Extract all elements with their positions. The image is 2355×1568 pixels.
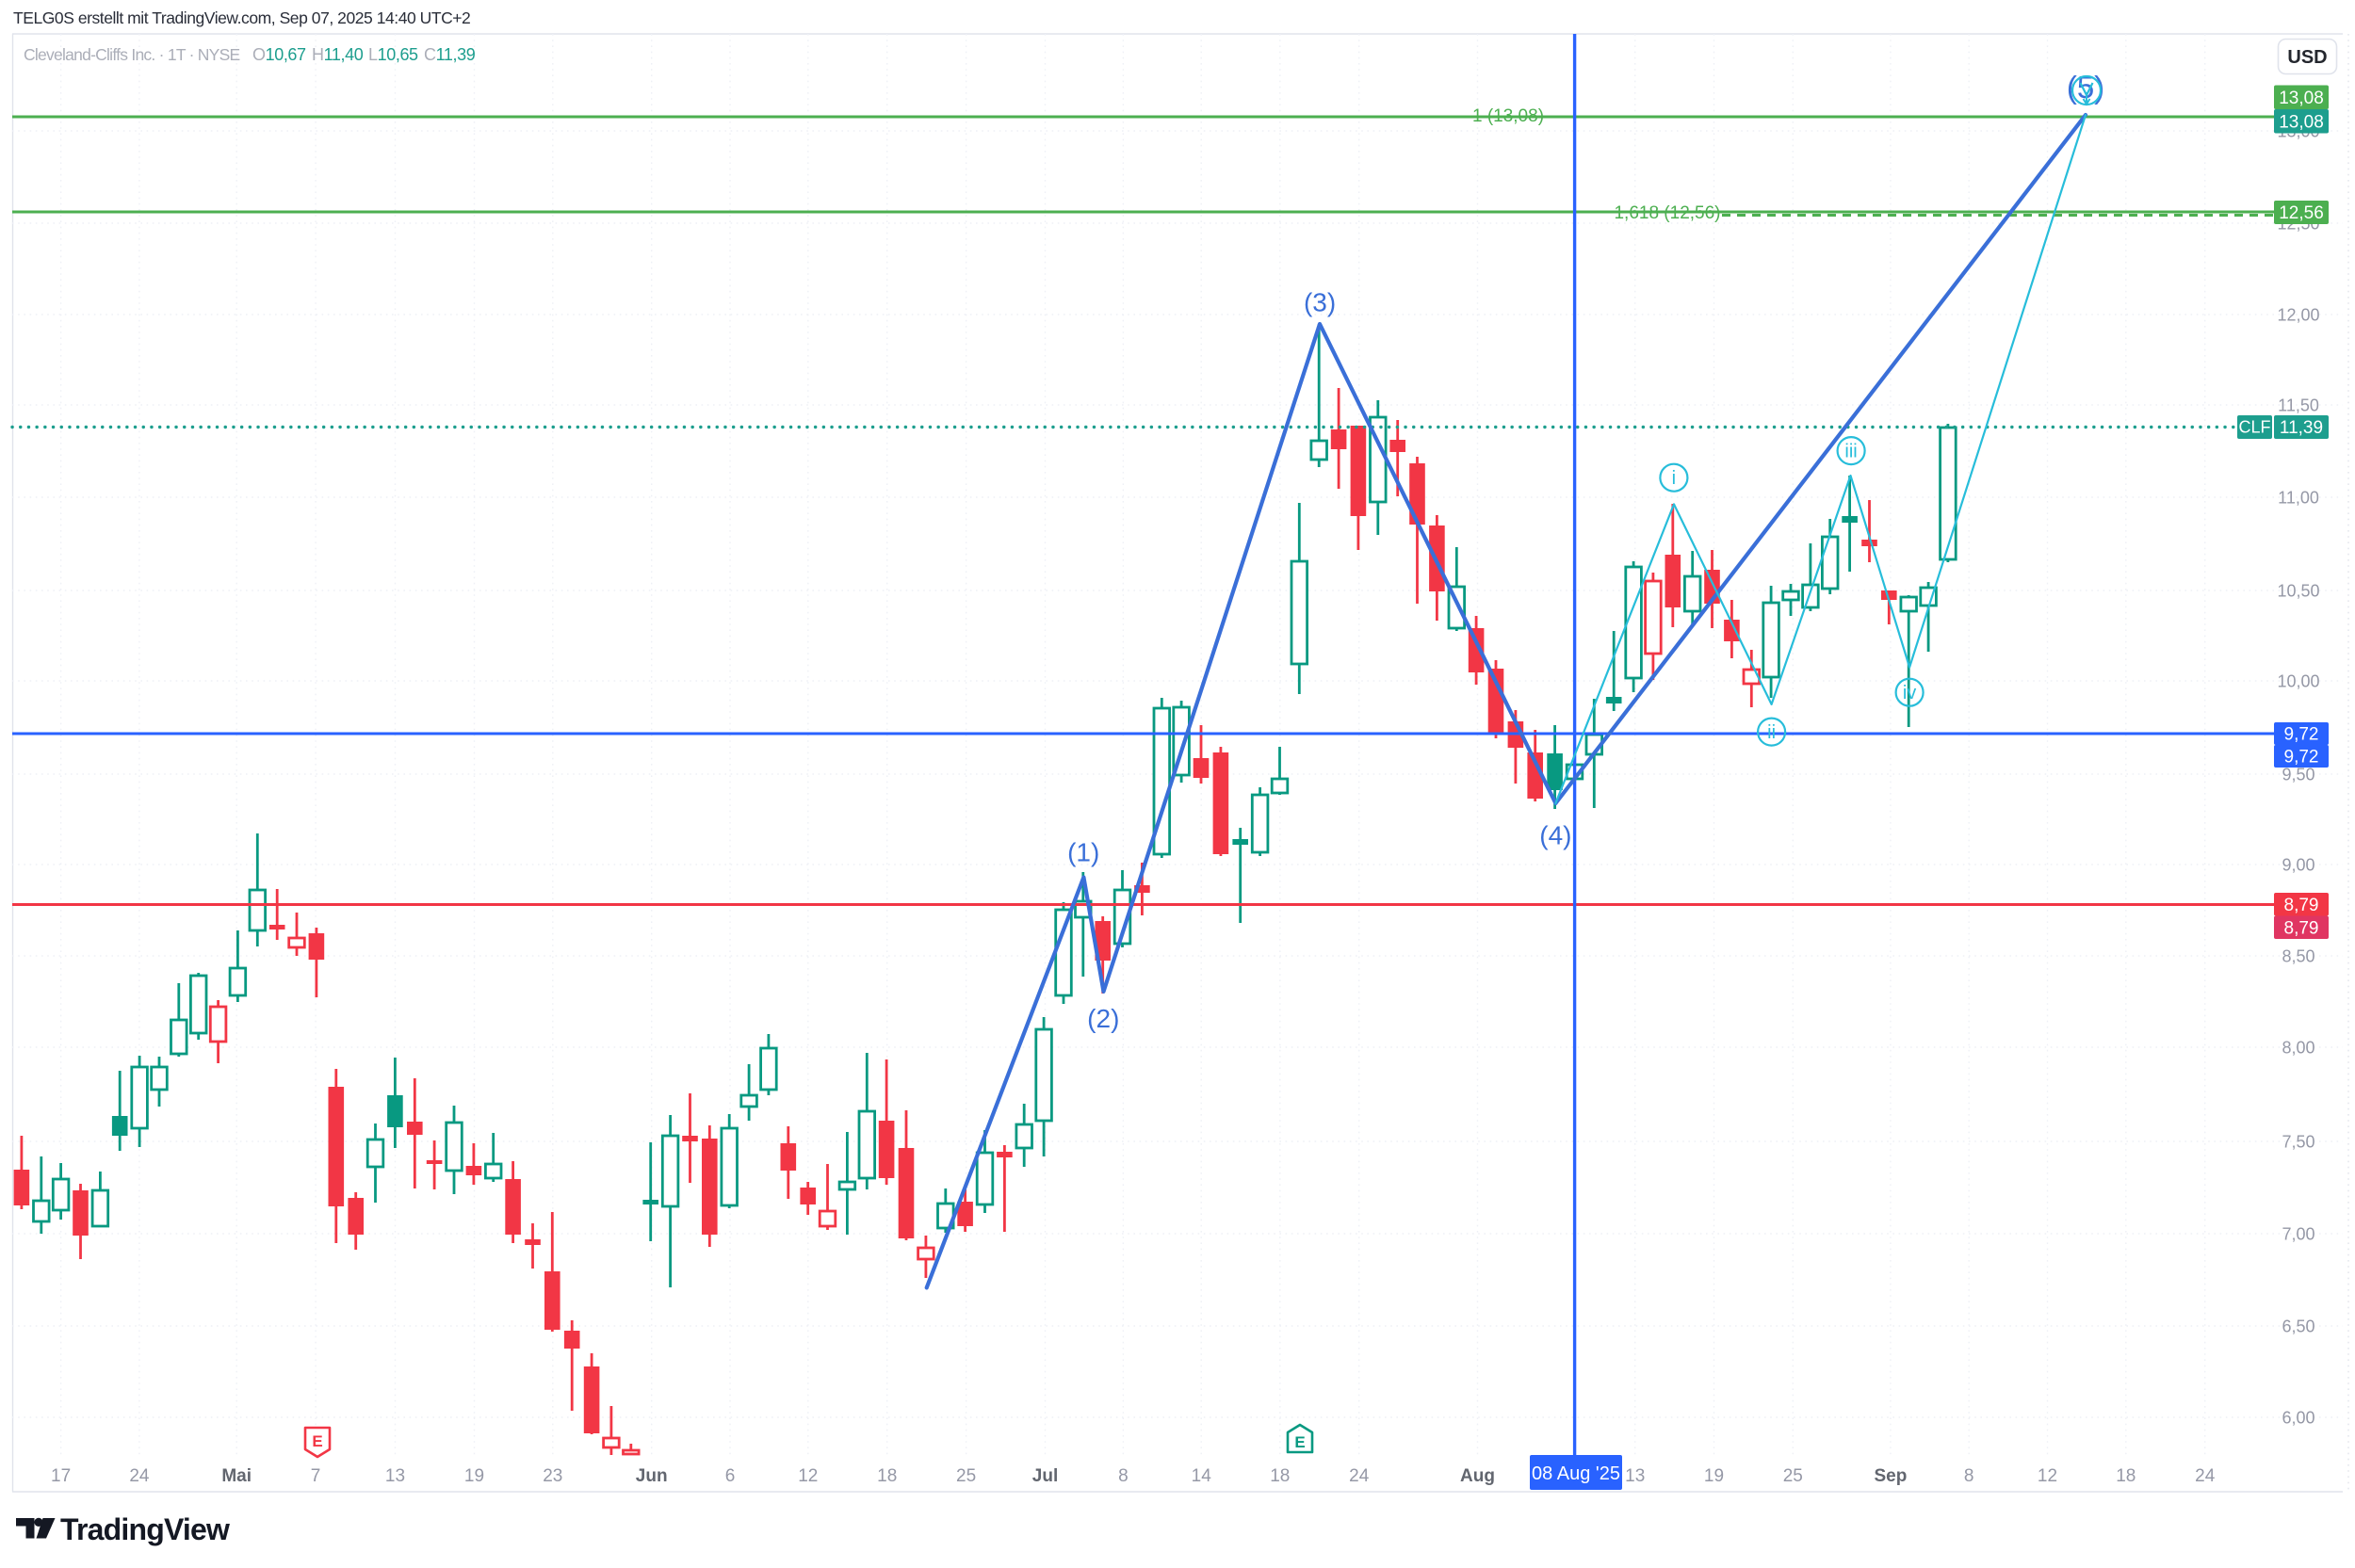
svg-text:25: 25 — [1783, 1466, 1803, 1486]
svg-text:13: 13 — [1625, 1466, 1645, 1486]
svg-text:(1): (1) — [1067, 837, 1099, 866]
svg-text:E: E — [312, 1432, 322, 1450]
svg-text:TradingView: TradingView — [60, 1512, 230, 1546]
svg-text:12: 12 — [798, 1466, 818, 1486]
svg-text:(3): (3) — [1304, 287, 1336, 316]
svg-text:10,00: 10,00 — [2277, 672, 2319, 691]
svg-text:8,50: 8,50 — [2282, 947, 2314, 966]
svg-text:C11,39: C11,39 — [424, 45, 476, 64]
svg-text:7,00: 7,00 — [2282, 1225, 2314, 1244]
svg-text:1 (13,08): 1 (13,08) — [1472, 106, 1544, 126]
svg-text:Sep: Sep — [1874, 1466, 1907, 1486]
svg-text:6,00: 6,00 — [2282, 1409, 2314, 1428]
svg-text:25: 25 — [956, 1466, 976, 1486]
svg-text:9,72: 9,72 — [2284, 725, 2319, 745]
svg-text:9,72: 9,72 — [2284, 748, 2319, 768]
svg-text:12: 12 — [2038, 1466, 2057, 1486]
svg-text:O10,67: O10,67 — [252, 45, 306, 64]
svg-text:1,618 (12,56): 1,618 (12,56) — [1614, 203, 1720, 223]
svg-text:13: 13 — [385, 1466, 405, 1486]
svg-text:8: 8 — [1964, 1466, 1974, 1486]
svg-text:6: 6 — [725, 1466, 736, 1486]
svg-text:9,00: 9,00 — [2282, 856, 2314, 875]
svg-text:(2): (2) — [1087, 1004, 1119, 1033]
svg-text:E: E — [1294, 1433, 1305, 1451]
svg-text:iii: iii — [1844, 442, 1857, 462]
svg-text:12,56: 12,56 — [2279, 203, 2324, 223]
svg-text:USD: USD — [2287, 47, 2327, 68]
svg-text:9,50: 9,50 — [2282, 766, 2314, 784]
svg-text:18: 18 — [2116, 1466, 2136, 1486]
svg-text:i: i — [1672, 468, 1676, 489]
svg-text:CLF: CLF — [2238, 418, 2270, 437]
svg-text:23: 23 — [543, 1466, 562, 1486]
svg-text:TELG0S erstellt mit TradingVie: TELG0S erstellt mit TradingView.com, Sep… — [13, 8, 470, 27]
svg-text:7,50: 7,50 — [2282, 1133, 2314, 1152]
svg-text:10,50: 10,50 — [2277, 582, 2319, 601]
svg-text:11,39: 11,39 — [2280, 418, 2323, 438]
svg-text:ii: ii — [1767, 722, 1776, 743]
svg-text:24: 24 — [129, 1466, 150, 1486]
svg-text:17: 17 — [51, 1466, 71, 1486]
svg-text:11,00: 11,00 — [2278, 489, 2319, 508]
svg-text:08 Aug '25: 08 Aug '25 — [1532, 1463, 1620, 1484]
svg-text:11,50: 11,50 — [2278, 396, 2319, 415]
svg-text:6,50: 6,50 — [2282, 1317, 2314, 1336]
svg-text:Mai: Mai — [221, 1466, 252, 1486]
svg-text:18: 18 — [1270, 1466, 1290, 1486]
svg-text:Jul: Jul — [1032, 1466, 1058, 1486]
svg-text:(4): (4) — [1539, 821, 1571, 850]
svg-text:8: 8 — [1118, 1466, 1129, 1486]
svg-text:19: 19 — [464, 1466, 484, 1486]
svg-text:8,00: 8,00 — [2282, 1039, 2314, 1058]
svg-text:13,08: 13,08 — [2279, 89, 2324, 108]
svg-text:8,79: 8,79 — [2284, 918, 2319, 938]
svg-text:Cleveland-Cliffs Inc. · 1T · N: Cleveland-Cliffs Inc. · 1T · NYSE — [24, 45, 239, 64]
svg-text:7: 7 — [311, 1466, 321, 1486]
svg-text:24: 24 — [1349, 1466, 1370, 1486]
svg-text:Aug: Aug — [1460, 1466, 1495, 1486]
svg-text:L10,65: L10,65 — [368, 45, 418, 64]
svg-text:H11,40: H11,40 — [312, 45, 364, 64]
svg-text:24: 24 — [2195, 1466, 2216, 1486]
svg-text:12,00: 12,00 — [2277, 306, 2319, 325]
svg-text:iv: iv — [1903, 683, 1916, 703]
svg-text:8,79: 8,79 — [2284, 896, 2319, 915]
svg-text:18: 18 — [877, 1466, 897, 1486]
svg-text:Jun: Jun — [636, 1466, 668, 1486]
svg-text:13,08: 13,08 — [2279, 112, 2324, 132]
svg-text:19: 19 — [1704, 1466, 1724, 1486]
svg-text:14: 14 — [1192, 1466, 1212, 1486]
